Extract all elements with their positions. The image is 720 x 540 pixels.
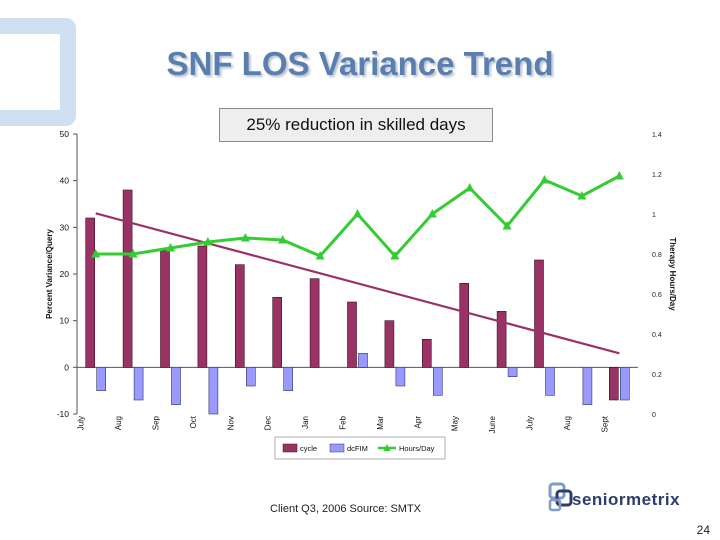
y2-tick-label: 0.8	[652, 252, 662, 259]
slide-title: SNF LOS Variance Trend	[166, 45, 554, 82]
bar-dcfim	[246, 367, 256, 387]
y2-axis-title: Therapy Hours/Day	[668, 237, 677, 311]
marker-hours-per-day	[502, 221, 512, 230]
x-tick-label: Oct	[189, 415, 198, 428]
bar-dcfim	[545, 367, 555, 396]
x-tick-label: May	[451, 416, 460, 431]
bar-cycle	[459, 283, 470, 368]
y2-tick-label: 0.2	[652, 372, 662, 379]
x-tick-label: Sep	[152, 415, 161, 430]
marker-hours-per-day	[91, 249, 101, 258]
x-tick-label: Aug	[563, 416, 572, 430]
marker-hours-per-day	[390, 251, 400, 260]
legend-box	[274, 436, 446, 460]
bar-cycle	[534, 259, 544, 368]
legend-label-hours: Hours/Day	[399, 444, 435, 453]
x-tick-label: Nov	[226, 416, 235, 430]
page-number: 24	[696, 523, 710, 537]
x-tick-label: Apr	[413, 416, 422, 429]
x-tick-label: Mar	[376, 416, 385, 430]
x-tick-label: Aug	[114, 416, 123, 430]
bar-dcfim	[96, 367, 106, 391]
y-tick-label: 10	[60, 316, 70, 326]
y2-tick-label: 1.2	[652, 172, 662, 179]
x-tick-label: July	[77, 416, 86, 430]
marker-hours-per-day	[240, 233, 250, 242]
y2-tick-label: 0.6	[652, 292, 662, 299]
bar-dcfim	[171, 367, 181, 405]
y2-tick-label: 0.4	[652, 332, 662, 339]
marker-hours-per-day	[427, 209, 437, 218]
legend-label-cycle: cycle	[300, 444, 317, 453]
y-tick-label: 40	[60, 176, 70, 186]
x-tick-label: Feb	[339, 415, 348, 429]
bar-dcfim	[582, 367, 593, 405]
bar-dcfim	[133, 367, 144, 401]
bar-dcfim	[432, 367, 443, 396]
marker-hours-per-day	[128, 249, 138, 258]
callout-box: 25% reduction in skilled days	[219, 108, 493, 142]
bar-cycle	[122, 189, 133, 368]
bar-cycle	[85, 217, 95, 368]
bar-cycle	[347, 301, 357, 368]
x-tick-label: Jan	[301, 416, 310, 429]
bar-cycle	[235, 264, 245, 368]
marker-hours-per-day	[315, 251, 325, 260]
marker-hours-per-day	[278, 235, 288, 244]
logo-text: seniormetrix	[572, 490, 681, 509]
y2-tick-label: 0	[652, 412, 656, 419]
y-tick-label: 50	[60, 129, 70, 139]
bar-cycle	[496, 311, 507, 368]
y-tick-label: 0	[64, 362, 69, 372]
trendline-cycle	[95, 212, 620, 355]
legend-label-dcfim: dcFIM	[347, 444, 368, 453]
bar-dcfim	[283, 367, 294, 391]
x-tick-label: July	[526, 416, 535, 430]
bar-dcfim	[395, 367, 406, 387]
x-tick-label: Sept	[600, 415, 609, 432]
bar-dcfim	[619, 367, 630, 401]
seniormetrix-logo-icon	[548, 482, 573, 512]
y-tick-label: -10	[57, 409, 70, 419]
marker-hours-per-day	[465, 183, 475, 192]
marker-hours-per-day	[614, 171, 624, 180]
bar-cycle	[160, 250, 170, 368]
x-tick-label: Dec	[264, 416, 273, 430]
legend-swatch-cycle	[282, 443, 298, 453]
marker-hours-per-day	[203, 237, 213, 246]
bar-cycle	[384, 320, 395, 368]
legend-swatch-hours-marker	[383, 444, 391, 451]
y2-tick-label: 1	[652, 212, 656, 219]
bar-dcfim	[208, 367, 219, 415]
legend-swatch-dcfim	[329, 443, 345, 453]
bar-dcfim	[507, 367, 518, 377]
bar-cycle	[608, 367, 619, 401]
marker-hours-per-day	[577, 191, 587, 200]
bar-cycle	[272, 297, 283, 368]
marker-hours-per-day	[540, 175, 549, 184]
marker-hours-per-day	[166, 243, 175, 252]
marker-hours-per-day	[353, 209, 362, 218]
bar-cycle	[421, 339, 432, 368]
footer-source: Client Q3, 2006 Source: SMTX	[270, 503, 422, 515]
y-tick-label: 30	[60, 222, 70, 232]
bar-cycle	[309, 278, 320, 368]
y2-tick-label: 1.4	[652, 132, 662, 139]
x-tick-label: June	[488, 415, 497, 433]
y-axis-title: Percent Variance/Query	[45, 229, 54, 319]
bar-cycle	[197, 245, 208, 368]
bar-dcfim	[358, 353, 368, 368]
decorative-square	[0, 18, 76, 126]
y-tick-label: 20	[60, 269, 70, 279]
